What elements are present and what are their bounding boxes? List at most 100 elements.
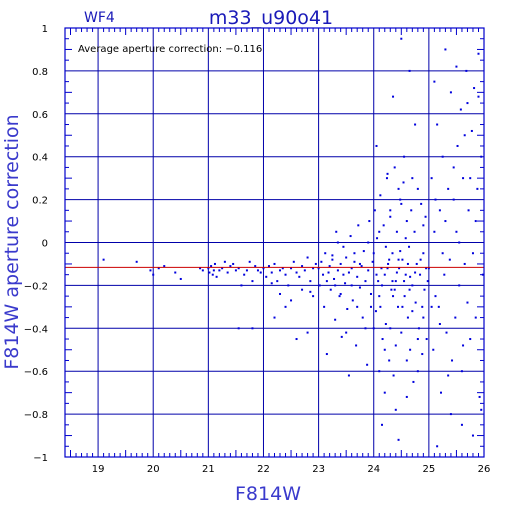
data-point <box>393 288 396 291</box>
data-point <box>389 327 392 330</box>
data-point <box>381 423 384 426</box>
data-point <box>409 348 412 351</box>
data-point <box>279 269 282 272</box>
data-point <box>383 273 386 276</box>
data-point <box>212 269 215 272</box>
data-point <box>361 316 364 319</box>
data-point <box>318 284 321 287</box>
data-point <box>306 331 309 334</box>
data-point <box>474 316 477 319</box>
data-point <box>382 224 385 227</box>
data-point <box>443 273 446 276</box>
data-point <box>405 395 408 398</box>
data-point <box>207 267 210 270</box>
data-point <box>438 209 441 212</box>
data-point <box>388 359 391 362</box>
data-point <box>436 123 439 126</box>
data-point <box>399 198 402 201</box>
data-point <box>477 95 480 98</box>
data-point <box>455 65 458 68</box>
data-point <box>339 262 342 265</box>
data-point <box>406 262 409 265</box>
data-point <box>459 108 462 111</box>
data-point <box>473 87 476 90</box>
data-point <box>400 331 403 334</box>
data-point <box>405 220 408 223</box>
data-point <box>356 275 359 278</box>
data-point <box>402 181 405 184</box>
data-point <box>392 374 395 377</box>
data-point <box>409 275 412 278</box>
data-point <box>436 445 439 448</box>
data-point <box>456 144 459 147</box>
data-point <box>391 252 394 255</box>
data-point <box>349 235 352 238</box>
data-point <box>223 260 226 263</box>
data-point <box>476 187 479 190</box>
data-point <box>420 202 423 205</box>
data-point <box>279 292 282 295</box>
data-point <box>415 262 418 265</box>
data-point <box>393 166 396 169</box>
data-point <box>342 273 345 276</box>
chip-label: WF4 <box>84 10 115 26</box>
data-point <box>462 177 465 180</box>
x-tick-label: 21 <box>202 464 215 475</box>
x-tick-label: 22 <box>257 464 270 475</box>
data-point <box>379 305 382 308</box>
data-point <box>385 177 388 180</box>
data-point <box>336 269 339 272</box>
data-point <box>355 344 358 347</box>
data-point <box>179 277 182 280</box>
data-point <box>388 258 391 261</box>
data-point <box>301 265 304 268</box>
data-point <box>353 260 356 263</box>
data-point <box>430 177 433 180</box>
data-point <box>416 187 419 190</box>
x-tick-label: 20 <box>147 464 160 475</box>
x-axis-title: F814W <box>235 483 301 505</box>
data-point <box>414 301 417 304</box>
average-correction-annotation: Average aperture correction: −0.116 <box>78 44 262 55</box>
data-point <box>439 391 442 394</box>
data-point <box>449 91 452 94</box>
data-point <box>340 335 343 338</box>
data-point <box>394 344 397 347</box>
data-point <box>377 280 380 283</box>
data-point <box>295 271 298 274</box>
plot-frame <box>64 27 485 458</box>
data-point <box>386 267 389 270</box>
data-point <box>404 273 407 276</box>
data-point <box>462 344 465 347</box>
data-point <box>273 262 276 265</box>
data-point <box>273 316 276 319</box>
data-point <box>397 438 400 441</box>
data-point <box>351 299 354 302</box>
data-point <box>317 267 320 270</box>
data-point <box>284 305 287 308</box>
data-point <box>399 250 402 253</box>
y-tick-label: 1 <box>42 24 48 35</box>
data-point <box>445 331 448 334</box>
data-point <box>347 271 350 274</box>
data-point <box>314 262 317 265</box>
data-point <box>243 273 246 276</box>
data-point <box>364 327 367 330</box>
data-point <box>211 273 214 276</box>
data-point <box>433 80 436 83</box>
data-point <box>383 348 386 351</box>
data-point <box>426 280 429 283</box>
data-point <box>309 290 312 293</box>
data-point <box>451 359 454 362</box>
data-point <box>378 295 381 298</box>
data-point <box>384 323 387 326</box>
data-point <box>401 258 404 261</box>
data-point <box>284 273 287 276</box>
data-point <box>422 252 425 255</box>
data-point <box>366 363 369 366</box>
data-point <box>346 307 349 310</box>
data-point <box>237 267 240 270</box>
data-point <box>396 305 399 308</box>
data-point <box>403 280 406 283</box>
